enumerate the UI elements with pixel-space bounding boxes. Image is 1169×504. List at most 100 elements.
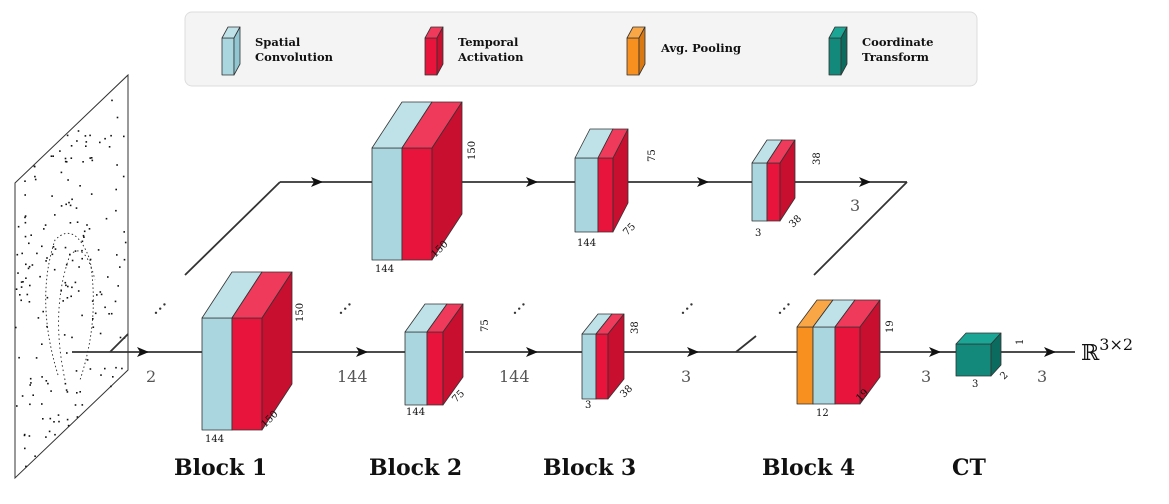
ub3-dim-d: 38 xyxy=(787,213,804,230)
event-point xyxy=(69,253,71,256)
event-point xyxy=(81,240,84,243)
event-point xyxy=(29,284,31,287)
legend-pool-cube xyxy=(626,26,646,76)
event-point xyxy=(67,424,70,427)
event-point xyxy=(88,228,91,230)
ellipsis-input: … xyxy=(143,292,171,320)
event-point xyxy=(65,284,67,287)
event-point xyxy=(53,421,55,423)
event-point xyxy=(71,286,73,289)
event-point xyxy=(30,234,32,236)
event-point xyxy=(114,300,117,303)
event-point xyxy=(19,294,21,296)
event-point xyxy=(69,222,72,224)
ellipsis-b3: … xyxy=(670,292,698,320)
event-point xyxy=(52,246,55,248)
event-point xyxy=(115,209,117,212)
event-point xyxy=(110,385,112,388)
ub3-temporal-side xyxy=(779,139,796,222)
event-point xyxy=(42,310,44,313)
ub2-temporal xyxy=(597,128,629,233)
ub3-spatial-front xyxy=(751,162,768,222)
output-base: ℝ xyxy=(1081,341,1100,366)
event-point xyxy=(54,214,56,216)
merge-edge xyxy=(735,335,757,353)
event-point xyxy=(20,281,23,283)
event-point xyxy=(48,430,51,433)
event-point xyxy=(41,403,43,405)
event-point xyxy=(39,275,41,278)
input-plane-frame xyxy=(14,73,129,480)
b1-dim-w: 144 xyxy=(205,434,224,445)
input-plane-edge xyxy=(109,333,129,353)
event-point xyxy=(81,314,83,317)
ub2-temporal-side xyxy=(612,128,629,233)
event-points xyxy=(15,99,127,468)
event-point xyxy=(33,165,36,168)
event-point xyxy=(78,266,80,268)
event-point xyxy=(111,99,113,102)
event-point xyxy=(92,326,95,328)
connections xyxy=(72,177,1075,357)
block-labels: Block 1 Block 2 Block 3 Block 4 CT xyxy=(174,455,987,481)
event-point xyxy=(66,418,69,421)
event-point xyxy=(99,291,102,293)
event-point xyxy=(115,366,117,369)
event-point xyxy=(60,171,63,174)
event-point xyxy=(99,332,102,335)
b1-temporal xyxy=(231,271,293,431)
output-space: ℝ3×2 xyxy=(1081,335,1133,366)
event-point xyxy=(24,235,27,238)
ub2-dim-w: 144 xyxy=(577,238,596,249)
event-point xyxy=(45,260,47,262)
event-point xyxy=(83,236,85,238)
event-point xyxy=(123,231,125,233)
b4-temporal-side xyxy=(859,299,881,405)
legend-pool-cube-side xyxy=(638,26,646,76)
event-point xyxy=(76,221,79,223)
block1-label: Block 1 xyxy=(174,455,267,481)
event-point xyxy=(15,326,17,329)
event-point xyxy=(16,405,18,407)
event-point xyxy=(86,359,89,361)
channel-ct-out: 3 xyxy=(1037,367,1047,386)
event-point xyxy=(85,145,87,147)
b3-temporal-side xyxy=(607,313,625,400)
event-point xyxy=(25,465,27,468)
b1-temporal-front xyxy=(231,317,263,431)
event-point xyxy=(81,404,84,406)
ct-cube xyxy=(955,332,1002,377)
b1-temporal-side xyxy=(261,271,293,431)
ct-cube-front xyxy=(955,343,992,377)
event-point xyxy=(100,374,102,376)
event-point xyxy=(89,368,92,370)
event-point xyxy=(65,263,68,266)
ub2-dim-d: 75 xyxy=(621,221,638,238)
event-point xyxy=(24,221,27,224)
event-input-plane xyxy=(14,73,129,480)
event-point xyxy=(81,257,83,260)
event-point xyxy=(34,178,37,181)
event-point xyxy=(21,252,23,255)
block2-label: Block 2 xyxy=(369,455,462,481)
event-point xyxy=(123,258,126,261)
event-point xyxy=(97,249,100,251)
event-point xyxy=(24,180,26,182)
legend-ct-label-1: Coordinate xyxy=(862,35,933,49)
event-point xyxy=(121,367,123,370)
event-point xyxy=(46,257,48,259)
event-point xyxy=(75,207,78,209)
legend-spatial-label-2: Convolution xyxy=(255,50,334,64)
b4-spatial-front xyxy=(812,326,836,405)
upper-branch-diagonal xyxy=(184,181,281,276)
event-point xyxy=(42,418,44,420)
event-point xyxy=(65,389,68,391)
event-point xyxy=(28,301,31,303)
event-point xyxy=(69,204,72,207)
event-point xyxy=(74,250,77,252)
event-point xyxy=(86,224,88,226)
b2-temporal xyxy=(426,303,464,406)
b3-temporal-front xyxy=(595,333,609,400)
event-point xyxy=(105,217,108,220)
legend-pool-label: Avg. Pooling xyxy=(660,41,741,55)
